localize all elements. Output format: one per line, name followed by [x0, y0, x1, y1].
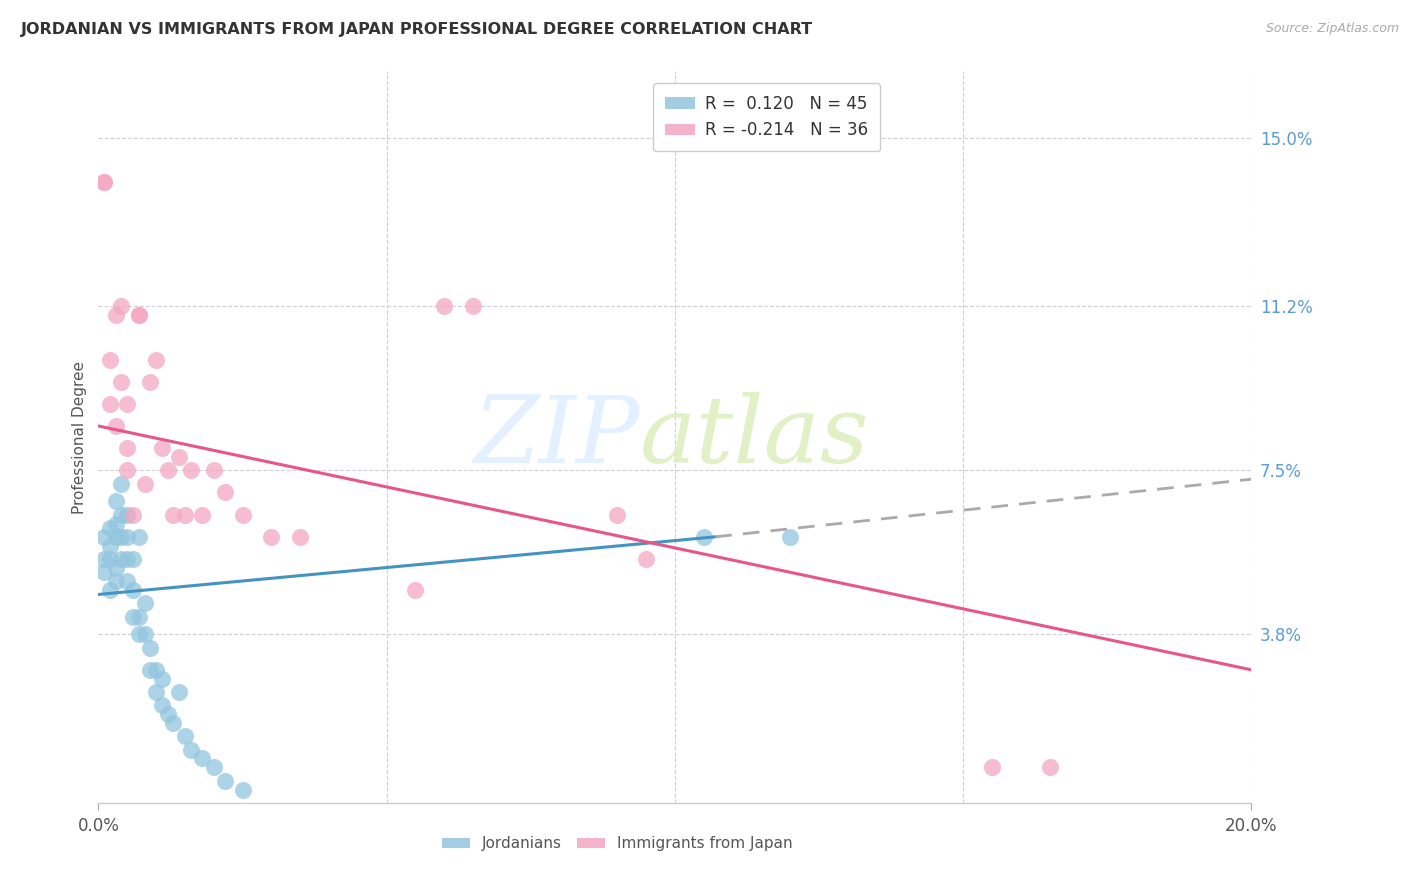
Point: [981, 760, 1004, 774]
Point: [134, 476, 156, 491]
Point: [162, 716, 184, 731]
Point: [104, 308, 127, 322]
Point: [104, 494, 127, 508]
Point: [606, 508, 628, 522]
Point: [117, 441, 139, 455]
Point: [110, 508, 132, 522]
Point: [214, 773, 236, 788]
Point: [98, 352, 121, 367]
Point: [104, 574, 127, 589]
Point: [93, 175, 115, 189]
Point: [134, 627, 156, 641]
Point: [128, 609, 150, 624]
Point: [162, 508, 184, 522]
Point: [98, 539, 121, 553]
Point: [150, 441, 173, 455]
Point: [117, 463, 139, 477]
Point: [139, 663, 162, 677]
Point: [191, 508, 214, 522]
Point: [117, 397, 139, 411]
Point: [110, 299, 132, 313]
Point: [231, 508, 254, 522]
Point: [139, 375, 162, 389]
Point: [122, 609, 145, 624]
Point: [405, 582, 427, 597]
Point: [150, 672, 173, 686]
Point: [117, 530, 139, 544]
Text: JORDANIAN VS IMMIGRANTS FROM JAPAN PROFESSIONAL DEGREE CORRELATION CHART: JORDANIAN VS IMMIGRANTS FROM JAPAN PROFE…: [21, 22, 813, 37]
Point: [93, 175, 115, 189]
Point: [104, 516, 127, 531]
Point: [693, 530, 716, 544]
Point: [145, 685, 167, 699]
Point: [117, 574, 139, 589]
Point: [98, 397, 121, 411]
Point: [214, 485, 236, 500]
Point: [290, 530, 312, 544]
Point: [180, 742, 202, 756]
Point: [110, 552, 132, 566]
Point: [180, 463, 202, 477]
Point: [93, 552, 115, 566]
Point: [461, 299, 484, 313]
Point: [779, 530, 801, 544]
Text: ZIP: ZIP: [474, 392, 640, 482]
Point: [110, 476, 132, 491]
Point: [231, 782, 254, 797]
Point: [98, 582, 121, 597]
Y-axis label: Professional Degree: Professional Degree: [72, 360, 87, 514]
Point: [93, 530, 115, 544]
Point: [1038, 760, 1062, 774]
Point: [110, 375, 132, 389]
Point: [202, 760, 225, 774]
Point: [433, 299, 456, 313]
Point: [117, 552, 139, 566]
Point: [122, 508, 145, 522]
Point: [110, 530, 132, 544]
Point: [98, 521, 121, 535]
Point: [150, 698, 173, 713]
Text: atlas: atlas: [640, 392, 870, 482]
Point: [128, 627, 150, 641]
Point: [139, 640, 162, 655]
Point: [174, 508, 197, 522]
Point: [104, 419, 127, 434]
Text: Source: ZipAtlas.com: Source: ZipAtlas.com: [1265, 22, 1399, 36]
Point: [117, 508, 139, 522]
Point: [191, 751, 214, 765]
Point: [104, 561, 127, 575]
Point: [636, 552, 658, 566]
Point: [128, 308, 150, 322]
Point: [167, 450, 190, 464]
Point: [104, 530, 127, 544]
Point: [93, 566, 115, 580]
Point: [128, 530, 150, 544]
Point: [156, 707, 179, 722]
Point: [122, 552, 145, 566]
Point: [167, 685, 190, 699]
Point: [260, 530, 283, 544]
Point: [122, 582, 145, 597]
Legend: Jordanians, Immigrants from Japan: Jordanians, Immigrants from Japan: [436, 830, 799, 857]
Point: [145, 352, 167, 367]
Point: [134, 596, 156, 610]
Point: [145, 663, 167, 677]
Point: [202, 463, 225, 477]
Point: [174, 729, 197, 743]
Point: [156, 463, 179, 477]
Point: [98, 552, 121, 566]
Point: [128, 308, 150, 322]
